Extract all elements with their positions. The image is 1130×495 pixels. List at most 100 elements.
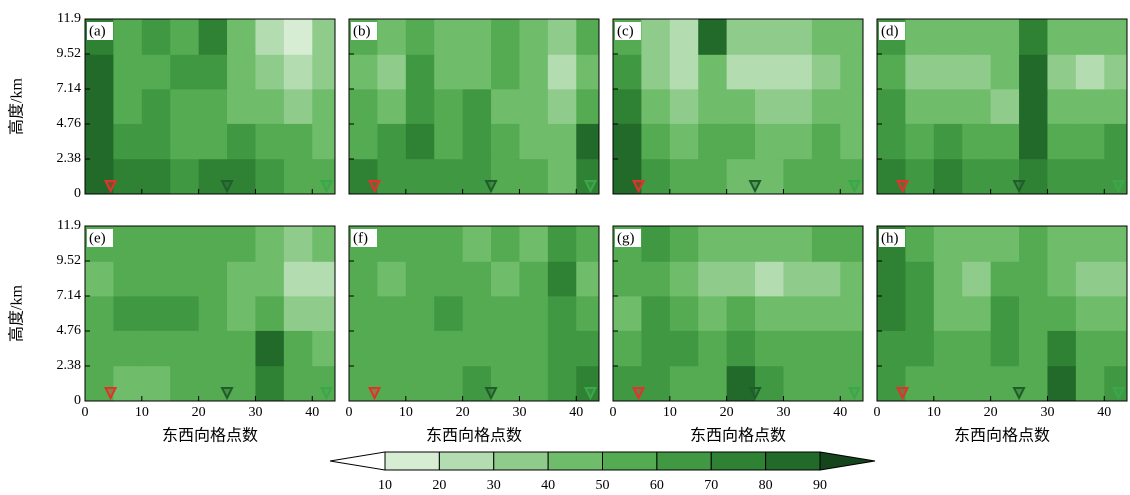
heat-cell [1047,330,1077,367]
heat-cell [255,330,285,367]
heat-cell [85,295,114,331]
heat-cell [1047,365,1077,402]
heat-cell [283,54,313,90]
heat-cell [840,158,864,195]
heat-cell [198,365,228,402]
heat-cell [547,123,577,160]
heat-cell [312,123,336,160]
heat-cell [613,88,642,124]
heat-cell [962,19,992,55]
x-axis-label: 东西向格点数 [954,427,1050,445]
heat-cell [170,123,200,160]
heat-cell [434,88,464,124]
heat-cell [519,88,549,124]
heat-cell [783,54,813,90]
panel-label: (f) [353,230,368,246]
heat-cell [312,261,336,297]
heat-cell [877,330,906,367]
heat-cell [141,330,171,367]
heat-cell [377,330,407,367]
heat-cell [283,330,313,367]
heat-cell [990,54,1020,90]
heat-cell [547,261,577,297]
heat-cell [283,295,313,331]
heat-cell [783,123,813,160]
heat-cell [576,88,600,124]
station-marker [1111,387,1126,401]
heat-cell [141,261,171,297]
heat-cell [990,158,1020,195]
heat-cell [905,158,935,195]
heat-cell [283,19,313,55]
heat-cell [227,365,256,402]
heat-cell [377,54,407,90]
heat-cell [905,123,935,160]
heat-cell [669,54,699,90]
heat-cell [405,54,435,90]
heat-cell [641,330,671,367]
heat-cell [698,158,728,195]
heat-cell [840,330,864,367]
heat-cell [905,365,935,402]
heat-cell [698,123,728,160]
heat-cell [349,261,378,297]
heat-cell [755,261,784,297]
heat-cell [990,88,1020,124]
heat-cell [877,54,906,90]
x-axis-label: 东西向格点数 [426,427,522,445]
heat-cell [933,365,963,402]
heat-cell [312,19,336,55]
heat-cell [113,54,143,90]
x-tick-label: 30 [248,405,262,420]
heat-cell [113,88,143,124]
heat-cell [462,123,492,160]
heat-cell [434,158,464,195]
heat-cell [349,54,378,90]
heat-cell [491,19,520,55]
heat-cell [405,19,435,55]
heat-cell [377,295,407,331]
heat-cell [990,295,1020,331]
station-marker [847,180,862,194]
station-marker [1012,387,1026,401]
heat-cell [198,330,228,367]
y-tick-label: 11.9 [57,218,81,233]
station-marker [103,387,118,401]
heat-cell [811,365,841,402]
heat-cell [547,330,577,367]
heat-cell [1075,365,1105,402]
heat-cell [1019,295,1048,331]
y-tick-label: 4.76 [57,116,82,131]
heat-cell [990,365,1020,402]
heat-cell [962,330,992,367]
heat-cell [576,54,600,90]
heat-cell [227,123,256,160]
heat-cell [811,226,841,262]
heat-cell [255,261,285,297]
heat-cell [698,365,728,402]
heat-cell [141,54,171,90]
heat-cell [811,123,841,160]
heat-cell [576,158,600,195]
heat-cell [669,365,699,402]
heat-cell [811,19,841,55]
heat-cell [641,158,671,195]
heat-cell [933,54,963,90]
heat-cell [462,330,492,367]
heat-cell [1104,295,1128,331]
panel-frame [612,18,864,195]
heat-cell [113,330,143,367]
station-marker [220,387,234,401]
heat-cell [491,123,520,160]
heat-cell [113,261,143,297]
heat-cell [462,54,492,90]
heat-cell [1019,19,1048,55]
heat-cell [491,226,520,262]
heat-cell [113,365,143,402]
heat-cell [905,54,935,90]
heat-cell [933,261,963,297]
heat-cell [227,88,256,124]
heat-cell [198,295,228,331]
heat-cell [698,226,728,262]
colorbar-segment [493,451,549,471]
